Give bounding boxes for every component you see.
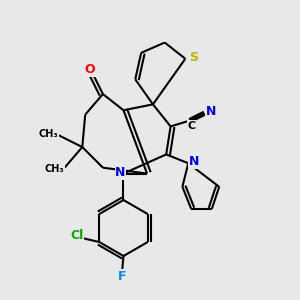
Text: N: N: [206, 105, 216, 118]
Text: N: N: [116, 167, 126, 179]
Text: CH₃: CH₃: [39, 129, 58, 139]
Text: S: S: [189, 51, 198, 64]
Text: O: O: [84, 63, 95, 76]
Text: N: N: [189, 155, 200, 168]
Text: CH₃: CH₃: [44, 164, 64, 174]
Text: C: C: [187, 121, 195, 130]
Text: F: F: [118, 270, 126, 283]
Text: Cl: Cl: [70, 229, 83, 242]
